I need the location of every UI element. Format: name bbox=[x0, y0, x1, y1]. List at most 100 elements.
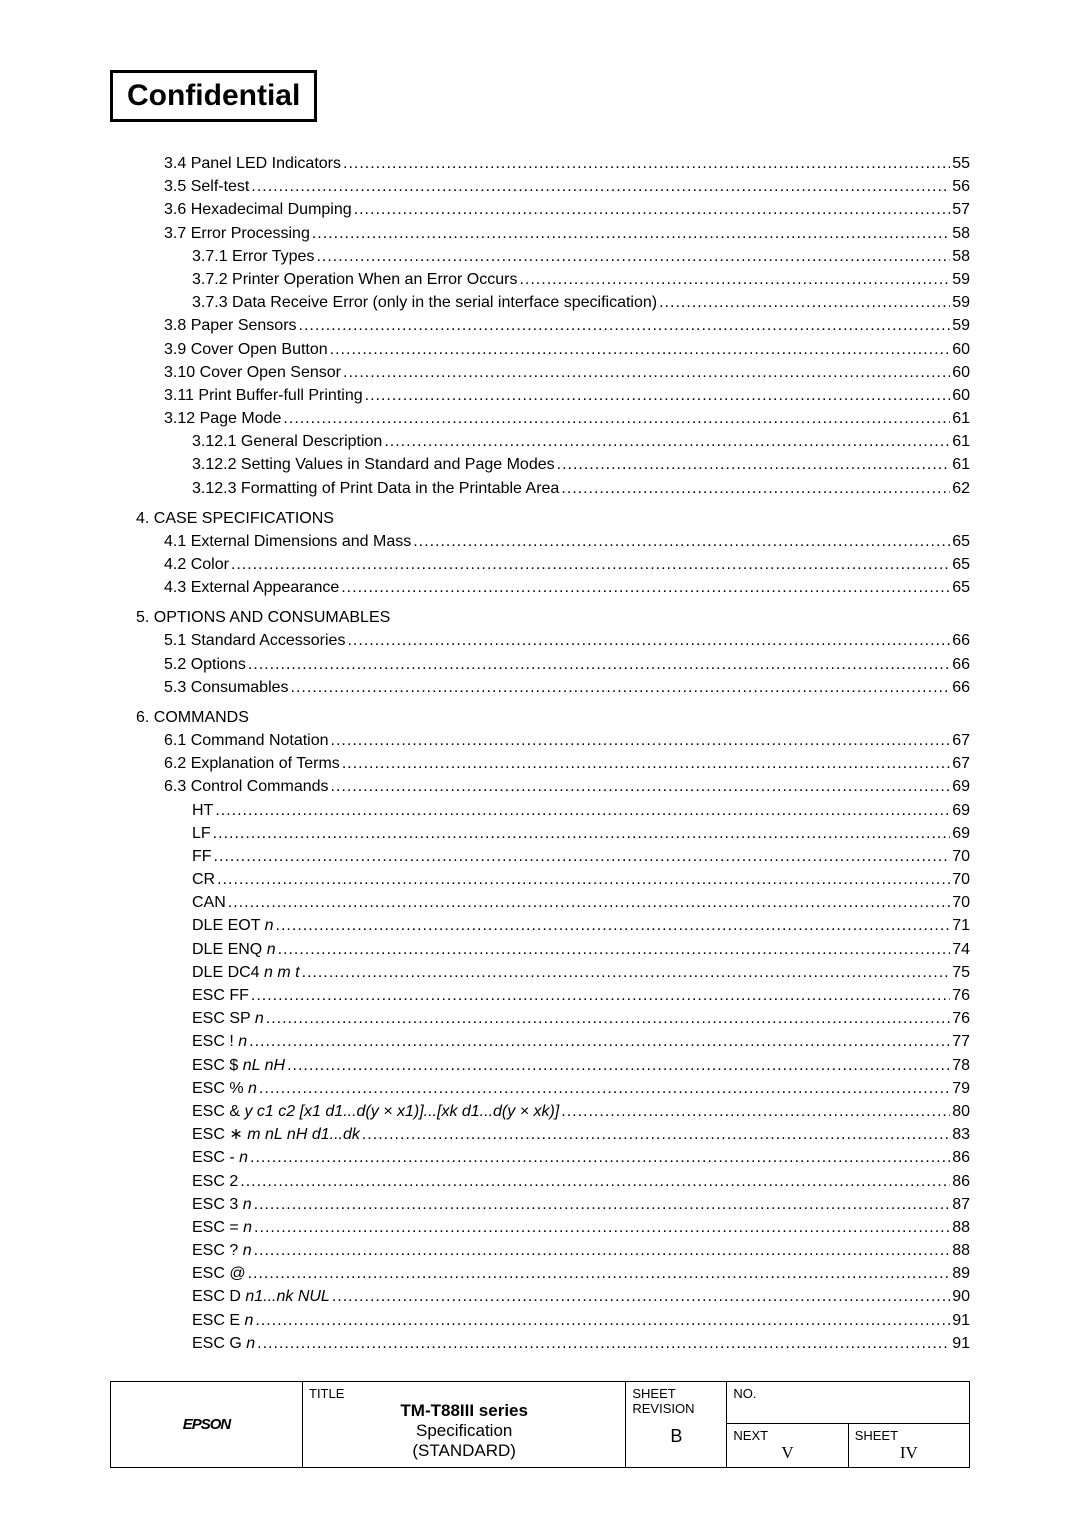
toc-entry-page: 69 bbox=[952, 822, 970, 845]
toc-entry-page: 60 bbox=[952, 361, 970, 384]
toc-entry-label: 5.3 Consumables bbox=[164, 676, 289, 699]
toc-entry-page: 80 bbox=[952, 1100, 970, 1123]
toc-entry-label: 3.12.1 General Description bbox=[192, 430, 382, 453]
toc-entry: 3.12.1 General Description 61 bbox=[136, 430, 970, 453]
toc-leader-dots bbox=[278, 938, 951, 961]
toc-leader-dots bbox=[254, 1216, 950, 1239]
toc-entry: 4.1 External Dimensions and Mass 65 bbox=[136, 530, 970, 553]
toc-entry-label: ESC ! n bbox=[192, 1030, 247, 1053]
toc-entry: ESC @ 89 bbox=[136, 1262, 970, 1285]
toc-entry-page: 88 bbox=[952, 1239, 970, 1262]
toc-entry-label: ESC FF bbox=[192, 984, 249, 1007]
toc-entry-page: 67 bbox=[952, 752, 970, 775]
toc-leader-dots bbox=[217, 868, 950, 891]
toc-leader-dots bbox=[231, 553, 950, 576]
toc-entry-label: 6.3 Control Commands bbox=[164, 775, 329, 798]
toc-entry-label: ESC SP n bbox=[192, 1007, 264, 1030]
toc-leader-dots bbox=[341, 576, 950, 599]
toc-entry: 6.1 Command Notation 67 bbox=[136, 729, 970, 752]
toc-leader-dots bbox=[213, 822, 951, 845]
toc-leader-dots bbox=[254, 1193, 951, 1216]
sheet-cell: SHEET IV bbox=[848, 1424, 969, 1468]
toc-entry-page: 70 bbox=[952, 891, 970, 914]
section-6-heading: 6. COMMANDS bbox=[136, 709, 970, 727]
toc-entry-page: 70 bbox=[952, 845, 970, 868]
toc-entry-page: 79 bbox=[952, 1077, 970, 1100]
toc-entry-page: 60 bbox=[952, 384, 970, 407]
toc-leader-dots bbox=[228, 891, 950, 914]
toc-entry-page: 76 bbox=[952, 1007, 970, 1030]
toc-entry-page: 90 bbox=[952, 1285, 970, 1308]
toc-leader-dots bbox=[251, 984, 950, 1007]
toc-entry-label: ESC D n1...nk NUL bbox=[192, 1285, 330, 1308]
toc-entry-label: 3.12.3 Formatting of Print Data in the P… bbox=[192, 477, 559, 500]
toc-entry: 3.6 Hexadecimal Dumping 57 bbox=[136, 198, 970, 221]
toc-leader-dots bbox=[362, 1123, 950, 1146]
toc-entry: HT 69 bbox=[136, 799, 970, 822]
toc-leader-dots bbox=[316, 245, 950, 268]
toc-entry-label: LF bbox=[192, 822, 211, 845]
section-4-heading: 4. CASE SPECIFICATIONS bbox=[136, 510, 970, 528]
toc-entry-label: 4.2 Color bbox=[164, 553, 229, 576]
toc-leader-dots bbox=[248, 1262, 951, 1285]
toc-leader-dots bbox=[365, 384, 951, 407]
toc-entry-label: ESC = n bbox=[192, 1216, 252, 1239]
toc-entry-page: 61 bbox=[952, 453, 970, 476]
toc-entry-page: 71 bbox=[952, 914, 970, 937]
toc-entry-label: DLE EOT n bbox=[192, 914, 274, 937]
toc-entry: 3.12.2 Setting Values in Standard and Pa… bbox=[136, 453, 970, 476]
toc-entry: ESC 3 n 87 bbox=[136, 1193, 970, 1216]
toc-entry-label: ESC 3 n bbox=[192, 1193, 252, 1216]
toc-entry-page: 86 bbox=[952, 1146, 970, 1169]
toc-leader-dots bbox=[254, 1239, 951, 1262]
toc-entry-page: 75 bbox=[952, 961, 970, 984]
toc-entry-label: ESC & y c1 c2 [x1 d1...d(y × x1)]...[xk … bbox=[192, 1100, 559, 1123]
toc-entry-page: 61 bbox=[952, 407, 970, 430]
toc-entry: ESC ! n 77 bbox=[136, 1030, 970, 1053]
toc-entry: 3.7 Error Processing 58 bbox=[136, 222, 970, 245]
toc-entry-page: 66 bbox=[952, 629, 970, 652]
next-cell: NEXT V bbox=[727, 1424, 848, 1468]
toc-leader-dots bbox=[561, 1100, 950, 1123]
toc-leader-dots bbox=[266, 1007, 950, 1030]
next-value: V bbox=[733, 1443, 841, 1463]
toc-leader-dots bbox=[330, 338, 951, 361]
toc-entry: 6.2 Explanation of Terms 67 bbox=[136, 752, 970, 775]
title-main: TM-T88III series bbox=[309, 1401, 619, 1421]
toc-entry: 3.12.3 Formatting of Print Data in the P… bbox=[136, 477, 970, 500]
toc-leader-dots bbox=[257, 1332, 950, 1355]
toc-entry: ESC $ nL nH 78 bbox=[136, 1054, 970, 1077]
no-label: NO. bbox=[733, 1386, 963, 1401]
toc-leader-dots bbox=[255, 1309, 950, 1332]
toc-entry-page: 60 bbox=[952, 338, 970, 361]
toc-entry-page: 59 bbox=[952, 314, 970, 337]
toc-entry-label: 3.8 Paper Sensors bbox=[164, 314, 297, 337]
toc-entry-page: 56 bbox=[952, 175, 970, 198]
toc-entry-label: CAN bbox=[192, 891, 226, 914]
toc-entry-label: 3.7.1 Error Types bbox=[192, 245, 314, 268]
toc-entry-label: ESC G n bbox=[192, 1332, 255, 1355]
toc-entry: 3.7.1 Error Types 58 bbox=[136, 245, 970, 268]
title-label: TITLE bbox=[309, 1386, 619, 1401]
toc-leader-dots bbox=[557, 453, 951, 476]
toc-leader-dots bbox=[250, 1146, 950, 1169]
toc-entry-page: 59 bbox=[952, 268, 970, 291]
toc-leader-dots bbox=[343, 361, 950, 384]
toc-entry-label: 3.11 Print Buffer-full Printing bbox=[164, 384, 363, 407]
toc-entry: 4.3 External Appearance 65 bbox=[136, 576, 970, 599]
toc-leader-dots bbox=[276, 914, 951, 937]
toc-entry: 5.1 Standard Accessories 66 bbox=[136, 629, 970, 652]
toc-entry: ESC FF 76 bbox=[136, 984, 970, 1007]
toc-entry-label: 3.7.3 Data Receive Error (only in the se… bbox=[192, 291, 657, 314]
toc-entry: ESC = n 88 bbox=[136, 1216, 970, 1239]
no-cell: NO. bbox=[727, 1382, 970, 1424]
toc-leader-dots bbox=[659, 291, 950, 314]
toc-leader-dots bbox=[283, 407, 950, 430]
toc-entry: DLE DC4 n m t 75 bbox=[136, 961, 970, 984]
toc-entry: ESC SP n 76 bbox=[136, 1007, 970, 1030]
confidential-stamp: Confidential bbox=[110, 70, 317, 122]
toc-entry-page: 70 bbox=[952, 868, 970, 891]
toc-entry-page: 77 bbox=[952, 1030, 970, 1053]
toc-entry-label: 6.1 Command Notation bbox=[164, 729, 329, 752]
toc-entry: ESC - n 86 bbox=[136, 1146, 970, 1169]
